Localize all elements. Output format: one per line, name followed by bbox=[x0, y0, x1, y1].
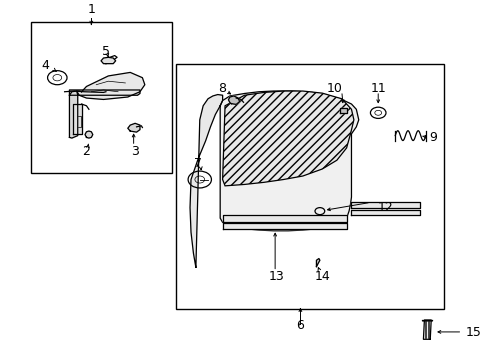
Polygon shape bbox=[127, 123, 140, 132]
Polygon shape bbox=[85, 131, 93, 138]
Text: 9: 9 bbox=[428, 131, 436, 144]
Text: 3: 3 bbox=[131, 145, 139, 158]
Text: 4: 4 bbox=[41, 59, 49, 72]
Text: 11: 11 bbox=[369, 82, 386, 95]
Polygon shape bbox=[316, 258, 319, 267]
Polygon shape bbox=[351, 202, 419, 208]
Text: 15: 15 bbox=[465, 326, 481, 339]
Polygon shape bbox=[73, 104, 81, 134]
Text: 7: 7 bbox=[194, 157, 202, 170]
Text: 14: 14 bbox=[314, 270, 329, 283]
Polygon shape bbox=[101, 57, 116, 64]
Polygon shape bbox=[220, 91, 358, 231]
Polygon shape bbox=[339, 108, 346, 113]
Text: 1: 1 bbox=[87, 3, 95, 16]
Polygon shape bbox=[69, 91, 78, 138]
Text: 5: 5 bbox=[102, 45, 110, 58]
Text: 10: 10 bbox=[326, 82, 342, 95]
Polygon shape bbox=[222, 215, 346, 222]
Polygon shape bbox=[351, 210, 419, 215]
Polygon shape bbox=[222, 224, 346, 229]
Text: 13: 13 bbox=[268, 270, 284, 283]
Polygon shape bbox=[228, 96, 239, 104]
Text: 2: 2 bbox=[82, 145, 90, 158]
Polygon shape bbox=[77, 72, 144, 99]
Bar bbox=[30, 22, 171, 172]
Polygon shape bbox=[222, 91, 353, 186]
Polygon shape bbox=[69, 90, 140, 95]
Polygon shape bbox=[190, 95, 222, 267]
Text: 12: 12 bbox=[377, 201, 392, 214]
Polygon shape bbox=[423, 320, 430, 339]
Text: 8: 8 bbox=[218, 82, 226, 95]
Text: 6: 6 bbox=[296, 319, 304, 332]
Bar bbox=[176, 64, 443, 310]
